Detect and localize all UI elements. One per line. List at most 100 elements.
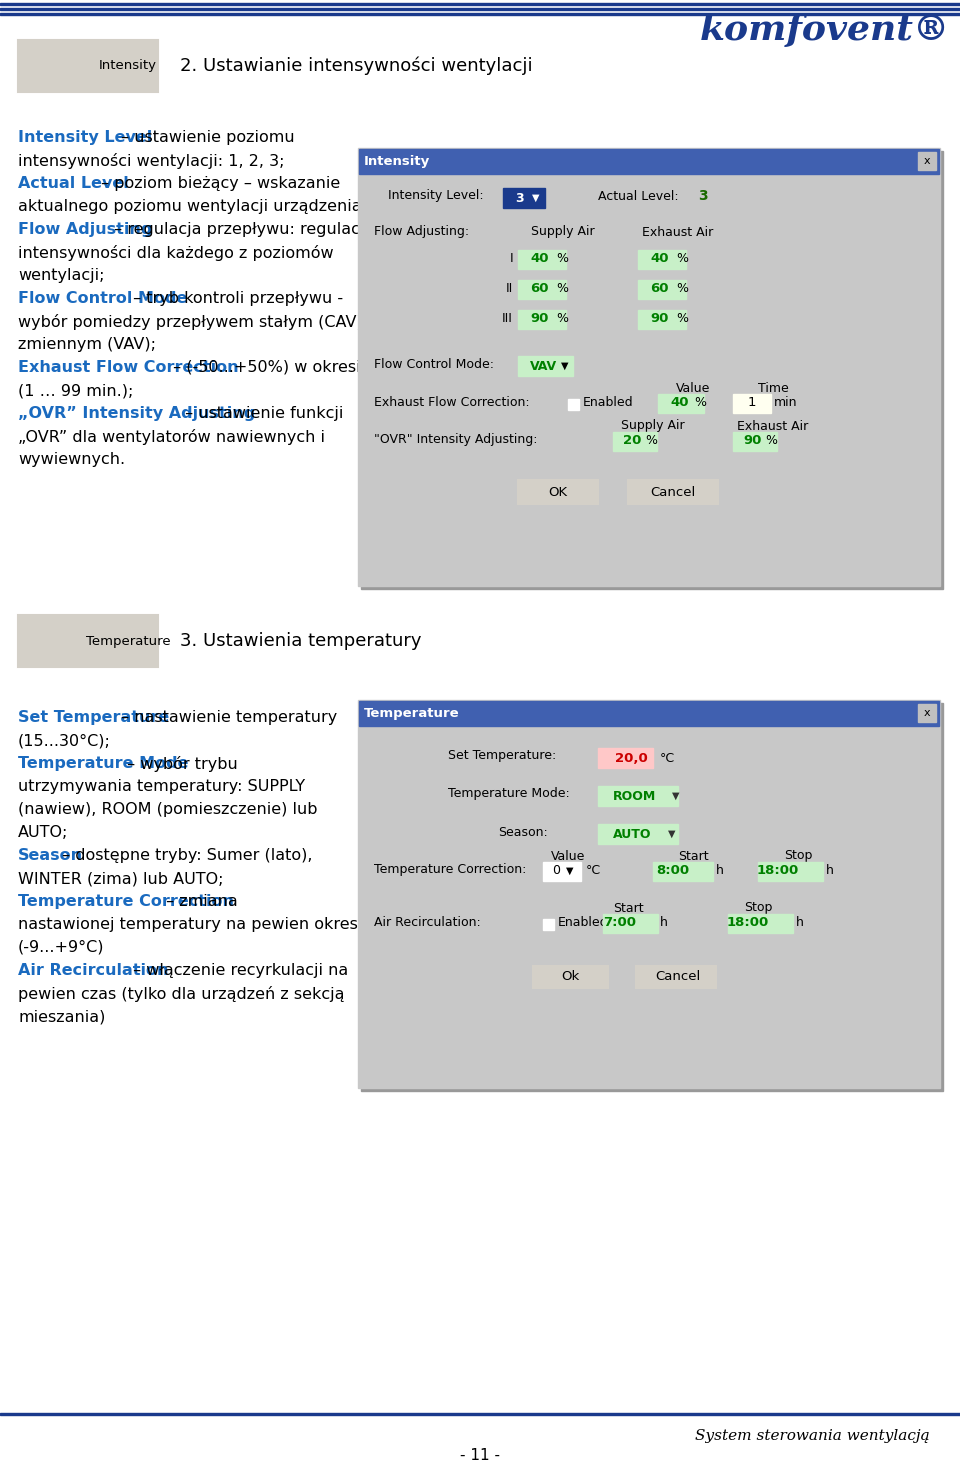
Bar bbox=[758, 861, 823, 880]
Bar bbox=[361, 703, 943, 1091]
Text: aktualnego poziomu wentylacji urządzenia: aktualnego poziomu wentylacji urządzenia bbox=[18, 199, 362, 214]
Text: ROOM: ROOM bbox=[613, 790, 657, 803]
Text: Supply Air: Supply Air bbox=[621, 419, 684, 432]
Bar bbox=[358, 700, 940, 1088]
Text: utrzymywania temperatury: SUPPLY: utrzymywania temperatury: SUPPLY bbox=[18, 779, 305, 794]
Text: Enabled: Enabled bbox=[558, 916, 609, 929]
Text: ▼: ▼ bbox=[566, 866, 573, 876]
Text: II: II bbox=[506, 281, 513, 294]
Bar bbox=[518, 356, 573, 377]
Bar bbox=[653, 861, 713, 880]
Text: 40: 40 bbox=[530, 252, 548, 265]
Text: °C: °C bbox=[586, 864, 601, 878]
Bar bbox=[503, 188, 545, 208]
Text: Temperature Mode: Temperature Mode bbox=[18, 756, 188, 771]
Bar bbox=[543, 919, 554, 930]
Text: – poziom bieżący – wskazanie: – poziom bieżący – wskazanie bbox=[96, 176, 340, 190]
Text: 3. Ustawienia temperatury: 3. Ustawienia temperatury bbox=[180, 631, 421, 650]
Text: Flow Adjusting:: Flow Adjusting: bbox=[374, 226, 469, 239]
Text: Intensity: Intensity bbox=[364, 154, 430, 167]
Bar bbox=[518, 311, 566, 330]
Text: Cancel: Cancel bbox=[656, 970, 701, 983]
Text: Intensity Level: Intensity Level bbox=[18, 130, 153, 145]
Bar bbox=[18, 615, 158, 667]
Text: III: III bbox=[502, 312, 513, 325]
Text: 3: 3 bbox=[698, 189, 708, 204]
Text: (-9...+9°C): (-9...+9°C) bbox=[18, 941, 105, 955]
Text: Exhaust Air: Exhaust Air bbox=[737, 419, 808, 432]
Text: 60: 60 bbox=[650, 283, 668, 296]
Text: mieszania): mieszania) bbox=[18, 1009, 106, 1024]
Text: Set Temperature:: Set Temperature: bbox=[448, 750, 556, 762]
Text: Flow Control Mode:: Flow Control Mode: bbox=[374, 357, 494, 371]
Text: Exhaust Flow Correction:: Exhaust Flow Correction: bbox=[374, 396, 530, 409]
Text: Actual Level:: Actual Level: bbox=[598, 189, 679, 202]
Text: x: x bbox=[924, 708, 930, 718]
Text: nastawionej temperatury na pewien okres: nastawionej temperatury na pewien okres bbox=[18, 917, 358, 932]
Text: System sterowania wentylacją: System sterowania wentylacją bbox=[695, 1428, 930, 1443]
Text: 0: 0 bbox=[552, 864, 560, 878]
Bar bbox=[533, 965, 608, 987]
Text: Value: Value bbox=[676, 381, 710, 394]
Text: 2. Ustawianie intensywności wentylacji: 2. Ustawianie intensywności wentylacji bbox=[180, 57, 533, 75]
Text: %: % bbox=[765, 435, 777, 447]
Text: 18:00: 18:00 bbox=[756, 864, 799, 878]
Text: x: x bbox=[924, 155, 930, 166]
Text: wywiewnych.: wywiewnych. bbox=[18, 453, 125, 467]
Text: 20,0: 20,0 bbox=[615, 752, 648, 765]
Text: °C: °C bbox=[660, 752, 675, 765]
Text: Start: Start bbox=[678, 850, 708, 863]
Bar bbox=[638, 280, 686, 299]
Text: – nastawienie temperatury: – nastawienie temperatury bbox=[115, 711, 337, 725]
Text: Flow Control Mode: Flow Control Mode bbox=[18, 292, 187, 306]
Text: ▼: ▼ bbox=[672, 791, 680, 801]
Text: Season: Season bbox=[18, 848, 84, 863]
Text: Cancel: Cancel bbox=[650, 485, 696, 498]
Bar bbox=[0, 13, 960, 15]
Text: Intensity Level:: Intensity Level: bbox=[388, 189, 484, 202]
Bar bbox=[359, 700, 939, 727]
Bar bbox=[358, 148, 940, 586]
Text: 40: 40 bbox=[650, 252, 668, 265]
Text: h: h bbox=[716, 864, 724, 878]
Text: 18:00: 18:00 bbox=[727, 917, 769, 929]
Text: Start: Start bbox=[612, 901, 643, 914]
Bar bbox=[638, 251, 686, 270]
Bar bbox=[728, 914, 793, 933]
Bar bbox=[0, 7, 960, 10]
Text: Temperature Correction:: Temperature Correction: bbox=[374, 863, 526, 876]
Text: – dostępne tryby: Sumer (lato),: – dostępne tryby: Sumer (lato), bbox=[57, 848, 313, 863]
Text: Temperature Mode:: Temperature Mode: bbox=[448, 788, 569, 800]
Text: intensywności dla każdego z poziomów: intensywności dla każdego z poziomów bbox=[18, 245, 334, 261]
Text: – ustawienie poziomu: – ustawienie poziomu bbox=[115, 130, 294, 145]
Text: Temperature Correction: Temperature Correction bbox=[18, 894, 234, 908]
Text: h: h bbox=[660, 917, 668, 929]
Text: Season:: Season: bbox=[498, 825, 548, 838]
Text: "OVR" Intensity Adjusting:: "OVR" Intensity Adjusting: bbox=[374, 434, 538, 447]
Bar bbox=[658, 394, 704, 413]
Text: – ustawienie funkcji: – ustawienie funkcji bbox=[180, 406, 344, 420]
Text: Supply Air: Supply Air bbox=[531, 226, 595, 239]
Text: Set Temperature: Set Temperature bbox=[18, 711, 169, 725]
Text: – włączenie recyrkulacji na: – włączenie recyrkulacji na bbox=[129, 963, 348, 979]
Bar bbox=[628, 481, 718, 504]
Bar bbox=[543, 861, 581, 880]
Text: 90: 90 bbox=[650, 312, 668, 325]
Text: intensywności wentylacji: 1, 2, 3;: intensywności wentylacji: 1, 2, 3; bbox=[18, 152, 284, 168]
Bar bbox=[361, 151, 943, 589]
Text: 20: 20 bbox=[623, 435, 641, 447]
Text: 1: 1 bbox=[748, 397, 756, 410]
Bar bbox=[21, 42, 67, 89]
Bar bbox=[918, 705, 936, 722]
Text: Flow Adjusting: Flow Adjusting bbox=[18, 223, 153, 237]
Text: Time: Time bbox=[757, 381, 788, 394]
Text: komfovent®: komfovent® bbox=[700, 13, 950, 47]
Bar bbox=[518, 280, 566, 299]
Text: Value: Value bbox=[551, 850, 586, 863]
Text: (15...30°C);: (15...30°C); bbox=[18, 732, 110, 749]
Text: zmiennym (VAV);: zmiennym (VAV); bbox=[18, 337, 156, 352]
Text: %: % bbox=[556, 312, 568, 325]
Text: – zmiana: – zmiana bbox=[161, 894, 238, 908]
Text: Stop: Stop bbox=[744, 901, 772, 914]
Text: wybór pomiedzy przepływem stałym (CAV) i: wybór pomiedzy przepływem stałym (CAV) i bbox=[18, 314, 372, 330]
